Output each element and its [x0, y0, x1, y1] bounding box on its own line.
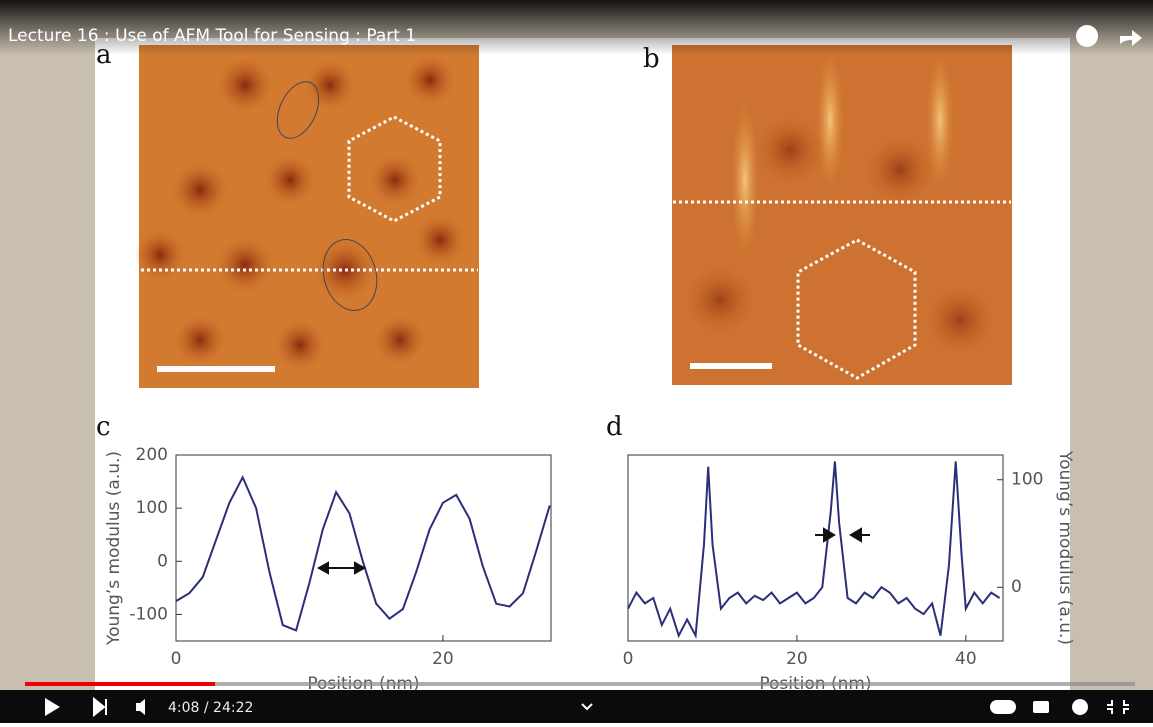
time-display: 4:08 / 24:22 [168, 700, 253, 716]
afm-image-a [135, 45, 479, 388]
y-tick-label: 0 [157, 551, 168, 571]
y-axis-label: Young’s modulus (a.u.) [104, 451, 124, 646]
play-button[interactable] [45, 698, 60, 716]
data-line [627, 461, 1001, 640]
panel-label: d [606, 412, 623, 442]
x-tick-label: 0 [623, 649, 634, 669]
progress-played [25, 682, 215, 686]
y-tick-label: 0 [1011, 577, 1022, 597]
x-tick-label: 20 [432, 649, 454, 669]
x-tick-label: 0 [171, 649, 182, 669]
watch-later-button[interactable] [1076, 25, 1098, 47]
control-bar [0, 690, 1153, 723]
annotation-arrows [316, 527, 870, 575]
y-tick-label: -100 [129, 604, 168, 624]
progress-track[interactable] [25, 682, 1135, 686]
y-tick-label: 100 [1011, 470, 1043, 490]
panel-label: c [96, 412, 111, 442]
settings-button[interactable] [1072, 699, 1088, 715]
plot-frame [175, 454, 552, 642]
title-bar [0, 0, 1153, 55]
x-tick-label: 40 [955, 649, 977, 669]
data-line [175, 474, 551, 632]
video-title[interactable]: Lecture 16 : Use of AFM Tool for Sensing… [8, 26, 416, 46]
autoplay-toggle[interactable] [990, 700, 1016, 714]
y-tick-label: 100 [136, 498, 168, 518]
share-button[interactable] [1120, 30, 1142, 46]
x-tick-label: 20 [786, 649, 808, 669]
y-axis-label: Young’s modulus (a.u.) [1055, 450, 1075, 645]
captions-button[interactable] [1033, 701, 1049, 713]
fullscreen-button[interactable] [1107, 700, 1129, 714]
volume-button[interactable] [136, 699, 145, 715]
next-button[interactable] [93, 696, 107, 718]
chevron[interactable] [581, 703, 593, 711]
plot-frame [627, 454, 1004, 642]
y-tick-label: 200 [136, 445, 168, 465]
afm-image-b [672, 45, 1012, 385]
